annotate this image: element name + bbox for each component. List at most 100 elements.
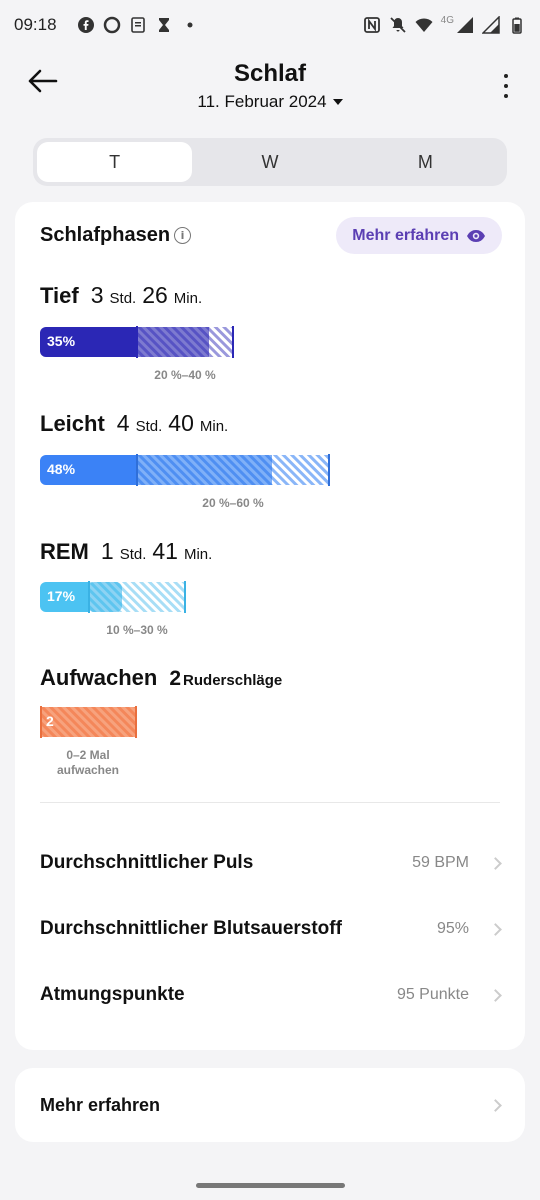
blood-oxygen-value: 95%	[436, 920, 469, 937]
blood-oxygen-label: Durchschnittlicher Blutsauerstoff	[40, 918, 342, 939]
deep-sleep-bar: 35%	[40, 326, 236, 358]
deep-minutes: 26	[142, 282, 168, 308]
home-indicator[interactable]	[196, 1183, 345, 1188]
awake-label: Aufwachen	[40, 665, 158, 690]
sleep-phases-title: Schlafphasen	[40, 224, 171, 246]
more-dot	[504, 94, 508, 98]
awake-range-label: 0–2 Mal aufwachen	[40, 748, 136, 778]
chevron-right-icon	[489, 988, 502, 1002]
awake-range-line1: 0–2 Mal	[66, 748, 110, 762]
learn-more-card[interactable]: Mehr erfahren	[15, 1068, 525, 1142]
light-hours-unit: Std.	[135, 418, 163, 435]
learn-more-label: Mehr erfahren	[352, 226, 459, 244]
awake-range-line2: aufwachen	[56, 763, 119, 777]
light-range-max-line	[328, 454, 330, 486]
awake-summary: Aufwachen 2 Ruderschläge	[40, 665, 282, 691]
bell-off-icon	[389, 16, 407, 34]
chevron-right-icon	[489, 922, 502, 936]
arrow-left-icon	[28, 69, 58, 93]
status-time: 09:18	[14, 15, 57, 34]
rem-range-label: 10 %–30 %	[106, 623, 168, 637]
light-range-label: 20 %–60 %	[202, 496, 264, 510]
heart-rate-label: Durchschnittlicher Puls	[40, 852, 254, 873]
heart-rate-value: 59 BPM	[412, 854, 469, 871]
nfc-icon	[363, 16, 381, 34]
tab-week[interactable]: W	[261, 151, 279, 172]
deep-range-min-line	[136, 326, 138, 358]
deep-sleep-label: Tief	[40, 283, 79, 308]
breathing-score-value: 95 Punkte	[396, 986, 469, 1003]
deep-sleep-summary: Tief 3 Std. 26 Min.	[40, 282, 202, 309]
awake-range-max-line	[135, 706, 137, 738]
battery-icon	[508, 16, 526, 34]
deep-minutes-unit: Min.	[173, 290, 203, 307]
date-label: 11. Februar 2024	[197, 92, 327, 111]
more-options-button[interactable]	[502, 74, 510, 98]
facebook-icon	[77, 16, 95, 34]
rem-percent: 17%	[47, 588, 76, 604]
light-sleep-label: Leicht	[40, 411, 105, 436]
light-sleep-fill	[40, 455, 137, 485]
hourglass-icon	[155, 16, 173, 34]
light-sleep-summary: Leicht 4 Std. 40 Min.	[40, 410, 228, 437]
metric-row-blood-oxygen[interactable]: Durchschnittlicher Blutsauerstoff 95%	[40, 914, 502, 944]
signal-secondary-icon	[482, 16, 500, 34]
rem-sleep-label: REM	[40, 539, 89, 564]
rem-range-min-line	[88, 581, 90, 613]
caret-down-icon	[332, 99, 343, 105]
awake-count-unit: Ruderschläge	[183, 672, 283, 689]
light-minutes: 40	[168, 410, 194, 436]
deep-sleep-fill	[40, 327, 137, 357]
awake-value: 2	[46, 713, 54, 729]
eye-icon	[466, 229, 486, 243]
deep-hours-unit: Std.	[109, 290, 137, 307]
app-header: Schlaf 11. Februar 2024	[0, 52, 540, 122]
deep-range-band	[137, 327, 233, 357]
rem-hours: 1	[100, 538, 114, 564]
tab-month[interactable]: M	[417, 151, 433, 172]
light-percent: 48%	[47, 461, 76, 477]
light-minutes-unit: Min.	[199, 418, 229, 435]
rem-range-band	[88, 582, 186, 612]
network-type-label: 4G	[440, 14, 454, 26]
learn-more-button[interactable]: Mehr erfahren	[336, 217, 502, 254]
page-title: Schlaf	[233, 60, 307, 87]
deep-hours: 3	[90, 282, 104, 308]
breathing-score-label: Atmungspunkte	[40, 984, 185, 1005]
light-range-band	[137, 455, 330, 485]
deep-range-max-line	[232, 326, 234, 358]
learn-more-row[interactable]: Mehr erfahren	[40, 1090, 502, 1120]
rem-sleep-fill	[40, 582, 89, 612]
back-button[interactable]	[26, 66, 60, 96]
dot-icon	[181, 16, 199, 34]
rem-hours-unit: Std.	[119, 546, 147, 563]
awake-count: 2	[169, 667, 182, 690]
clipboard-icon	[129, 16, 147, 34]
date-selector[interactable]: 11. Februar 2024	[0, 92, 540, 112]
awake-range-band	[40, 707, 136, 737]
light-hours: 4	[116, 410, 130, 436]
rem-minutes-unit: Min.	[183, 546, 213, 563]
rem-minutes: 41	[152, 538, 178, 564]
info-icon[interactable]: i	[174, 227, 192, 244]
metric-row-heart-rate[interactable]: Durchschnittlicher Puls 59 BPM	[40, 848, 502, 878]
awake-bar: 2	[40, 706, 138, 738]
section-divider	[40, 802, 500, 803]
sleep-phases-card: Schlafphasen i Mehr erfahren Tief 3 Std.…	[15, 202, 525, 1050]
rem-sleep-summary: REM 1 Std. 41 Min.	[40, 538, 212, 565]
more-dot	[504, 74, 508, 78]
light-sleep-bar: 48%	[40, 454, 332, 486]
learn-more-card-label: Mehr erfahren	[40, 1094, 161, 1115]
deep-percent: 35%	[47, 333, 76, 349]
wifi-icon	[415, 16, 433, 34]
metric-row-breathing[interactable]: Atmungspunkte 95 Punkte	[40, 980, 502, 1010]
light-range-min-line	[136, 454, 138, 486]
tab-day[interactable]: T	[37, 142, 193, 182]
rem-sleep-bar: 17%	[40, 581, 188, 613]
chevron-right-icon	[489, 1098, 502, 1112]
chevron-right-icon	[489, 856, 502, 870]
status-bar: 09:18 4G	[0, 0, 540, 50]
awake-range-min-line	[40, 706, 42, 738]
more-dot	[504, 84, 508, 88]
signal-icon	[456, 16, 474, 34]
